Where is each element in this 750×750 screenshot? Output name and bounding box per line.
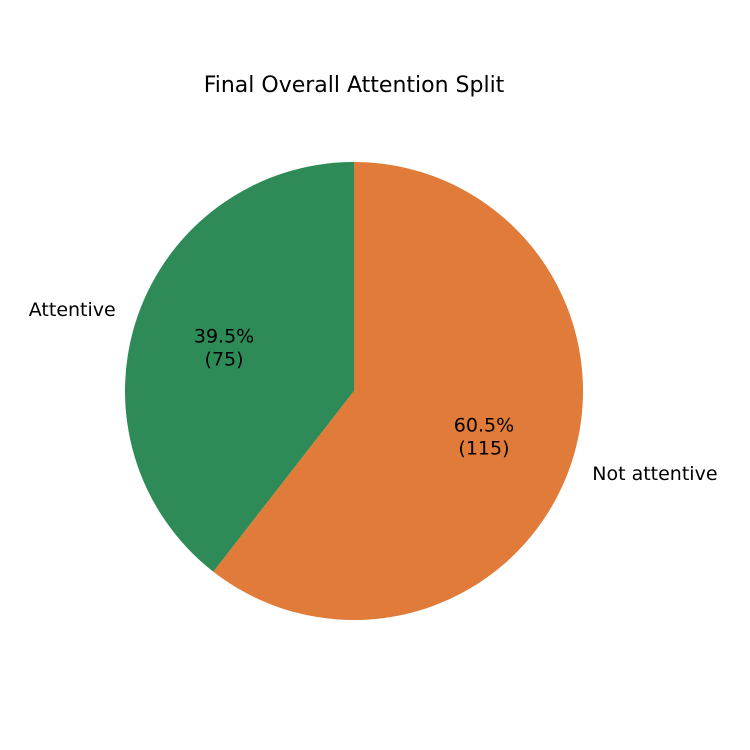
slice-percent-attentive: 39.5% (194, 325, 254, 347)
pie-slice-attentive (124, 162, 354, 572)
chart-title: Final Overall Attention Split (204, 73, 505, 98)
slice-count-attentive: (75) (205, 348, 244, 370)
slice-label-not-attentive: Not attentive (592, 463, 717, 485)
slice-count-not-attentive: (115) (458, 438, 509, 460)
pie-slice-not-attentive (213, 162, 584, 620)
slices-layer (124, 162, 584, 620)
slice-label-attentive: Attentive (29, 299, 116, 321)
labels-layer: Attentive 39.5%(75) Not attentive 60.5%(115… (29, 299, 718, 485)
slice-percent-not-attentive: 60.5% (454, 415, 514, 437)
